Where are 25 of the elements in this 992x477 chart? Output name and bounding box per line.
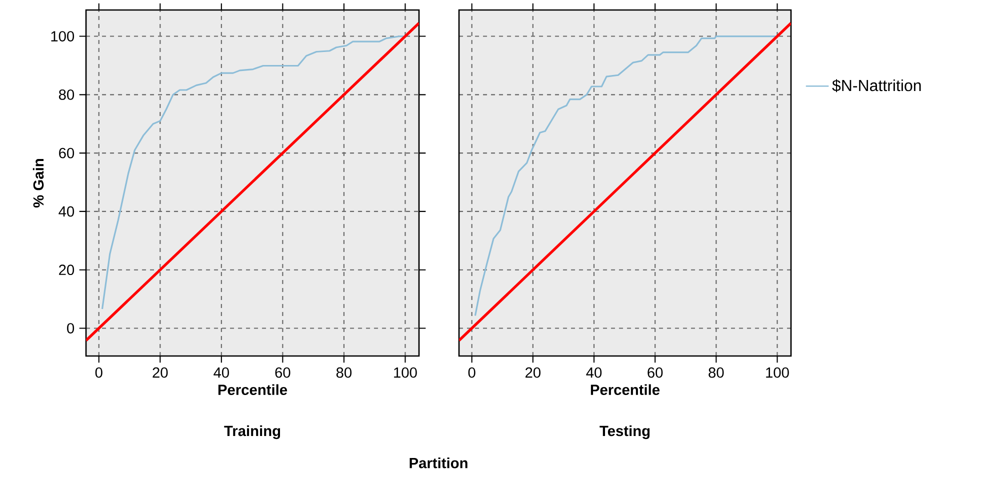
x-tick-label: 40	[214, 367, 229, 378]
y-tick-label: 0	[67, 323, 74, 334]
text: Training	[224, 425, 280, 440]
x-tick-label: 100	[394, 367, 417, 378]
y-axis-title: % Gain	[32, 159, 44, 208]
y-tick-label: 80	[58, 89, 74, 100]
x-tick-label: 100	[766, 367, 789, 378]
x-tick-label: 20	[525, 367, 540, 378]
x-tick-label: 80	[708, 367, 724, 378]
x-tick-label: 0	[95, 367, 102, 378]
y-tick-label: 40	[58, 206, 74, 217]
text: Testing	[600, 425, 650, 440]
x-tick-label: 80	[336, 367, 352, 378]
text: Partition	[410, 458, 468, 468]
x-tick-label: 20	[152, 367, 168, 378]
x-tick-label: 40	[586, 367, 602, 378]
x-axis-title: Percentile	[218, 384, 288, 396]
y-tick-label: 60	[59, 148, 74, 158]
y-tick-label: 100	[51, 31, 74, 42]
legend-label: $N-Nattrition	[832, 79, 921, 92]
x-tick-label: 60	[275, 367, 290, 378]
y-tick-label: 20	[59, 264, 74, 276]
x-tick-label: 0	[468, 367, 476, 378]
x-axis-title: Percentile	[590, 384, 660, 396]
x-tick-label: 60	[648, 367, 663, 378]
